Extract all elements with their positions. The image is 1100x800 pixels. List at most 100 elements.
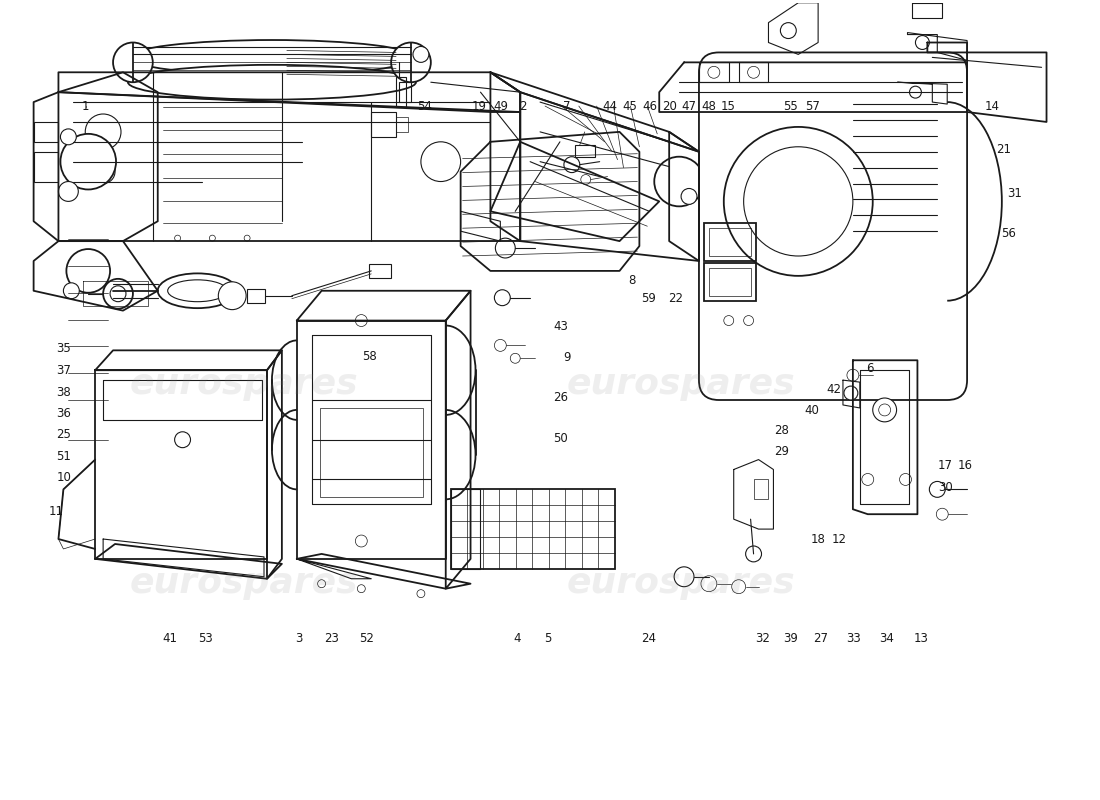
Circle shape xyxy=(495,238,515,258)
Text: 44: 44 xyxy=(603,99,617,113)
Circle shape xyxy=(674,567,694,586)
Circle shape xyxy=(581,174,591,185)
Circle shape xyxy=(930,482,945,498)
Text: 17: 17 xyxy=(938,458,953,472)
Text: 41: 41 xyxy=(163,632,177,645)
Text: 48: 48 xyxy=(701,99,716,113)
Circle shape xyxy=(355,314,367,326)
Circle shape xyxy=(915,35,930,50)
Circle shape xyxy=(732,580,746,594)
Text: 31: 31 xyxy=(1006,187,1022,200)
Bar xyxy=(708,228,750,256)
Text: 47: 47 xyxy=(681,99,696,113)
Text: 27: 27 xyxy=(813,632,828,645)
Text: 1: 1 xyxy=(82,99,89,113)
Text: 38: 38 xyxy=(56,386,72,398)
Text: 6: 6 xyxy=(867,362,873,374)
Text: 12: 12 xyxy=(832,533,847,546)
Text: 19: 19 xyxy=(472,99,486,113)
Text: 22: 22 xyxy=(668,292,683,305)
Text: 32: 32 xyxy=(756,632,770,645)
Circle shape xyxy=(209,235,216,241)
Text: 55: 55 xyxy=(783,99,798,113)
Circle shape xyxy=(318,580,326,588)
Text: 20: 20 xyxy=(661,99,676,113)
Text: 14: 14 xyxy=(984,99,1000,113)
Text: 37: 37 xyxy=(56,364,72,377)
Circle shape xyxy=(417,590,425,598)
Circle shape xyxy=(748,66,759,78)
Circle shape xyxy=(91,160,116,183)
Circle shape xyxy=(861,474,873,486)
Text: 3: 3 xyxy=(295,632,302,645)
Text: eurospares: eurospares xyxy=(130,566,359,600)
Circle shape xyxy=(244,235,250,241)
Text: 24: 24 xyxy=(641,632,656,645)
Text: 53: 53 xyxy=(198,632,213,645)
Text: 11: 11 xyxy=(48,505,64,518)
Circle shape xyxy=(724,127,872,276)
Circle shape xyxy=(780,22,796,38)
Text: 29: 29 xyxy=(774,445,789,458)
Text: 52: 52 xyxy=(359,632,374,645)
Circle shape xyxy=(724,315,734,326)
Text: 23: 23 xyxy=(324,632,339,645)
Circle shape xyxy=(412,46,429,62)
Circle shape xyxy=(654,157,704,206)
Text: 43: 43 xyxy=(553,320,569,333)
Circle shape xyxy=(175,235,180,241)
Bar xyxy=(396,78,406,107)
Bar xyxy=(399,82,411,102)
Text: 15: 15 xyxy=(720,99,736,113)
Circle shape xyxy=(701,576,717,592)
Text: 33: 33 xyxy=(846,632,861,645)
Text: 50: 50 xyxy=(553,432,569,445)
Circle shape xyxy=(708,66,719,78)
Circle shape xyxy=(879,404,891,416)
Text: 46: 46 xyxy=(642,99,657,113)
Bar xyxy=(708,268,750,296)
Text: eurospares: eurospares xyxy=(566,566,795,600)
Bar xyxy=(370,264,392,278)
Bar xyxy=(913,0,943,18)
Text: 18: 18 xyxy=(811,533,825,546)
Circle shape xyxy=(847,370,859,381)
Text: 49: 49 xyxy=(493,99,508,113)
Ellipse shape xyxy=(157,274,238,308)
Text: 16: 16 xyxy=(958,458,972,472)
Text: 26: 26 xyxy=(553,391,569,404)
Circle shape xyxy=(681,189,697,204)
Ellipse shape xyxy=(113,42,153,82)
Circle shape xyxy=(103,279,133,309)
Text: eurospares: eurospares xyxy=(566,367,795,401)
Text: 51: 51 xyxy=(56,450,72,463)
Circle shape xyxy=(421,142,461,182)
Text: 21: 21 xyxy=(996,143,1011,156)
Text: 35: 35 xyxy=(56,342,72,355)
Circle shape xyxy=(218,282,246,310)
Text: 39: 39 xyxy=(783,632,798,645)
Circle shape xyxy=(64,283,79,298)
Text: 5: 5 xyxy=(544,632,551,645)
Bar xyxy=(320,408,422,498)
Text: 59: 59 xyxy=(641,292,656,305)
Text: 30: 30 xyxy=(938,481,953,494)
Bar xyxy=(451,490,615,569)
FancyBboxPatch shape xyxy=(698,53,967,400)
Bar xyxy=(739,62,769,82)
Ellipse shape xyxy=(392,42,431,82)
Text: 4: 4 xyxy=(514,632,521,645)
Bar xyxy=(372,112,396,137)
Text: 45: 45 xyxy=(623,99,637,113)
Ellipse shape xyxy=(167,280,228,302)
Text: 2: 2 xyxy=(519,99,527,113)
Circle shape xyxy=(744,146,852,256)
Bar xyxy=(704,263,756,301)
Circle shape xyxy=(60,134,116,190)
Text: 9: 9 xyxy=(563,351,571,364)
Circle shape xyxy=(746,546,761,562)
Text: 25: 25 xyxy=(56,429,72,442)
Bar xyxy=(575,145,595,157)
Text: 7: 7 xyxy=(562,99,570,113)
Bar xyxy=(248,289,265,302)
